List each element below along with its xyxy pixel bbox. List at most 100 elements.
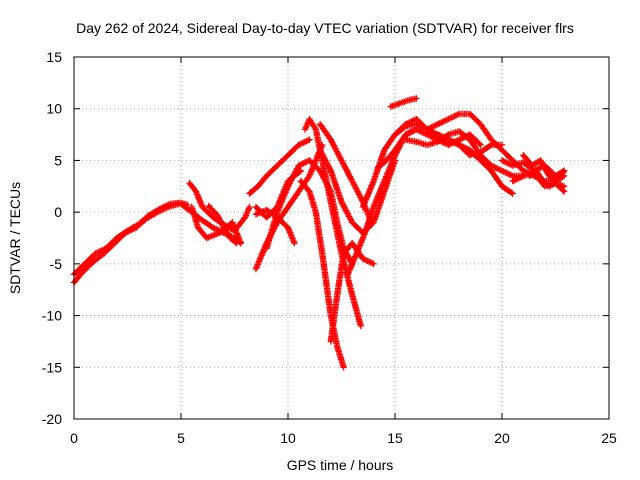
data-point [229,236,232,240]
data-point [355,252,358,255]
data-point [92,260,95,263]
data-point [329,138,332,141]
data-point [393,148,397,152]
data-point [351,179,354,183]
data-point [205,236,208,240]
data-point [425,133,429,136]
data-point [490,138,493,141]
data-point [468,154,472,157]
y-tick-label: 5 [54,152,62,168]
data-point [265,174,268,178]
data-point [500,143,504,147]
data-point [342,366,345,369]
data-point [207,204,211,208]
data-point [201,205,204,209]
data-point [500,159,504,162]
data-point [468,133,472,136]
data-point [436,133,439,136]
data-point [299,179,303,183]
data-point [211,216,215,219]
data-point [293,241,296,245]
data-point [314,128,318,131]
data-point [297,164,300,167]
y-tick-label: -10 [42,308,62,324]
data-point [436,123,439,126]
data-point [522,161,525,164]
data-point [458,130,461,133]
data-point [218,231,221,235]
plot-frame [73,56,610,420]
data-point [522,154,525,157]
data-point [308,190,311,193]
data-point [134,226,138,229]
data-point [393,154,397,157]
data-point [265,208,268,212]
x-tick-label: 5 [177,430,185,446]
data-point [389,105,392,108]
data-point [211,226,215,229]
data-point [329,200,332,203]
series-trace-f [205,202,240,247]
series-trace-x [434,131,506,159]
series-trace-n [327,240,377,345]
data-point [248,192,251,195]
data-point [201,219,204,222]
data-point [194,190,198,193]
data-point [314,159,318,162]
data-point [511,179,514,183]
data-point [254,205,258,209]
data-point [383,148,386,152]
data-point [562,185,566,188]
series-trace-g [246,136,313,197]
x-tick-label: 0 [70,430,78,446]
data-point [404,125,407,128]
data-point [113,241,116,245]
data-point [406,99,410,102]
data-point [286,205,290,209]
data-point [500,185,504,188]
data-point [276,210,279,214]
data-point [415,117,418,121]
data-point [314,210,318,214]
data-point [490,169,493,172]
data-point [458,143,461,147]
y-tick-label: 0 [54,204,62,220]
data-point [479,143,482,147]
data-point [244,216,247,219]
data-point [297,190,300,193]
data-point [351,293,354,297]
data-point [511,159,514,162]
data-point [318,123,322,126]
data-point [479,123,482,126]
data-point [479,150,482,154]
data-point [447,133,450,136]
data-point [336,293,339,297]
data-point [166,205,170,209]
data-point [340,200,343,203]
data-point [254,267,258,271]
data-point [235,241,238,245]
data-point [286,185,290,188]
data-point [329,169,332,172]
data-point [156,210,159,214]
data-point [554,181,557,185]
data-point [415,128,418,131]
series-trace-v [402,128,527,180]
data-point [404,133,407,136]
data-point [346,273,350,276]
x-tick-label: 20 [494,430,510,446]
data-point [351,221,354,224]
data-point [490,164,493,167]
data-point [511,174,514,178]
data-point [404,138,407,141]
series-markers [70,200,183,286]
data-point [190,205,193,209]
data-point [539,159,542,162]
data-point [363,231,367,235]
series-markers [387,95,420,110]
chart-title: Day 262 of 2024, Sidereal Day-to-day VTE… [76,20,574,36]
data-point [124,231,127,235]
series-trace-t [387,95,420,110]
data-point [383,179,386,183]
data-point [447,117,450,121]
